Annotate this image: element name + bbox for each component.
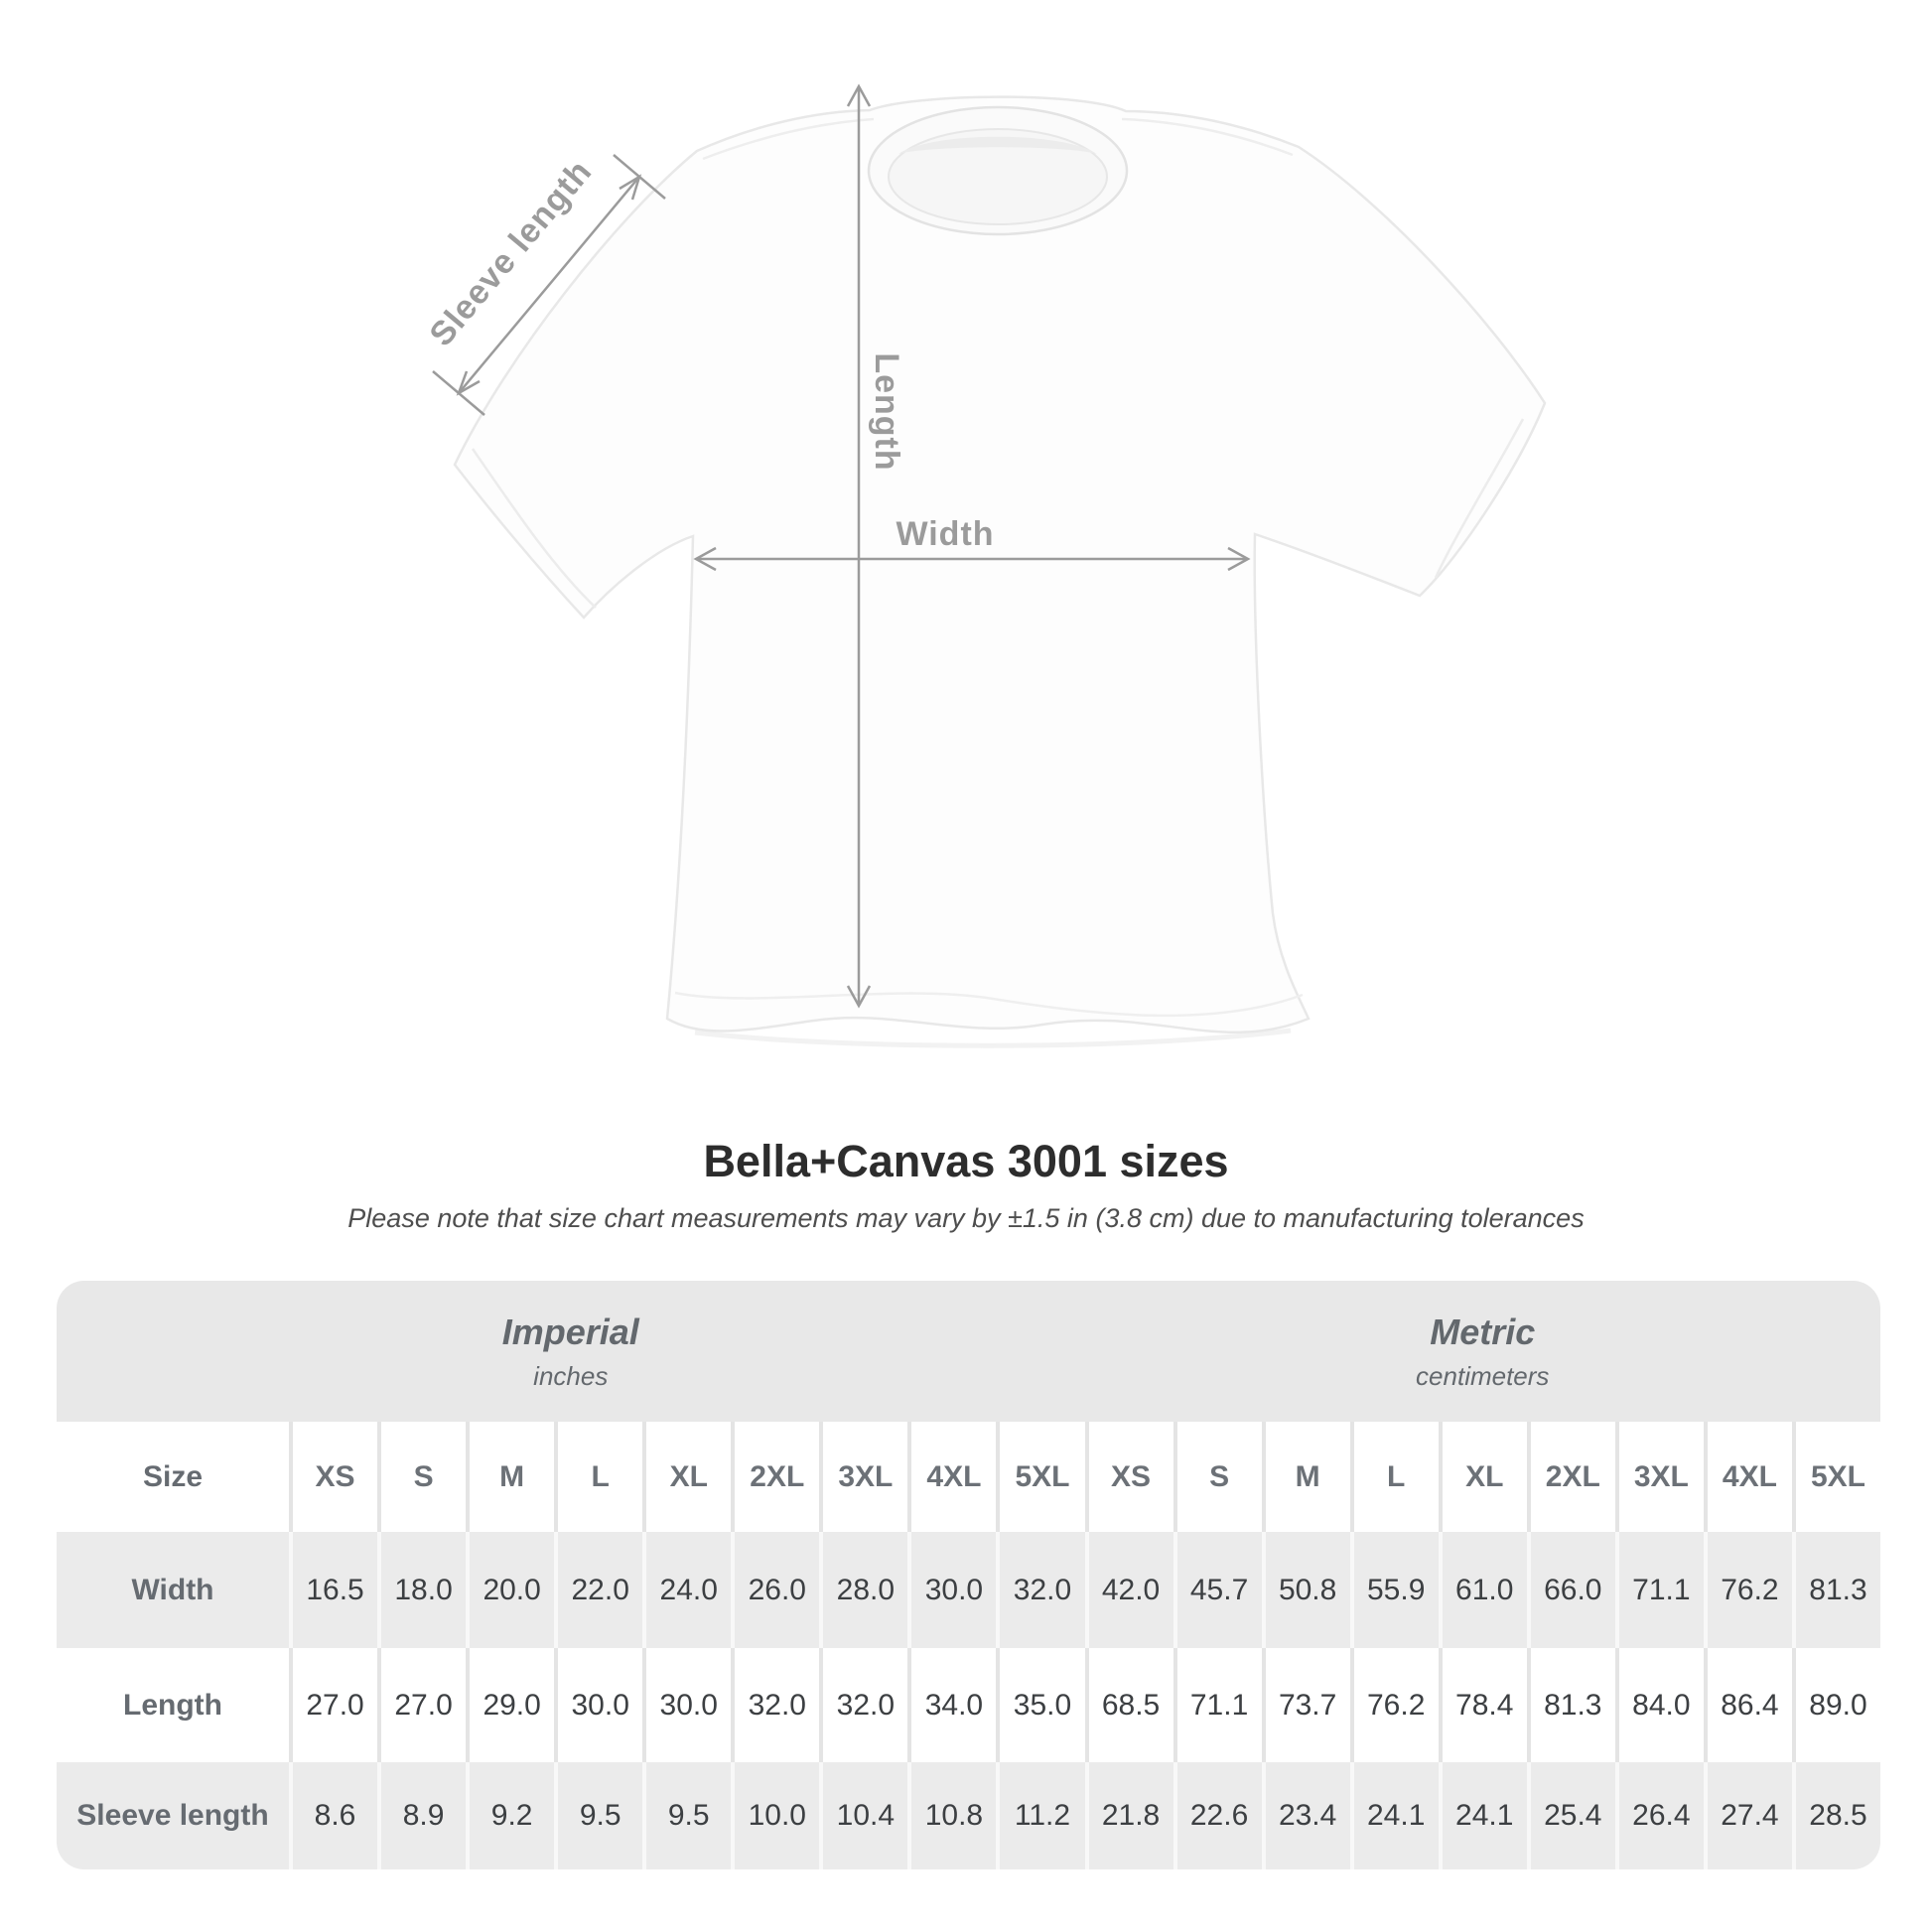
value-cell-length-imperial-7: 34.0 — [907, 1648, 997, 1762]
length-label: Length — [868, 352, 905, 471]
tshirt-diagram-svg: Sleeve length Length Width — [422, 83, 1547, 1048]
length-arrow — [846, 83, 872, 1009]
value-cell-width-imperial-3: 22.0 — [554, 1532, 643, 1648]
value-cell-width-imperial-2: 20.0 — [466, 1532, 555, 1648]
value-cell-sleeve-length-metric-3: 24.1 — [1349, 1762, 1439, 1869]
value-cell-length-metric-2: 73.7 — [1261, 1648, 1350, 1762]
width-arrow — [693, 546, 1251, 572]
row-label-width: Width — [57, 1532, 289, 1648]
size-col-header: 5XL — [1791, 1422, 1880, 1532]
value-cell-length-metric-8: 89.0 — [1791, 1648, 1880, 1762]
tshirt-image — [453, 95, 1547, 1048]
value-cell-length-imperial-3: 30.0 — [554, 1648, 643, 1762]
value-cell-width-metric-6: 71.1 — [1614, 1532, 1704, 1648]
value-cell-sleeve-length-metric-7: 27.4 — [1703, 1762, 1792, 1869]
value-cell-sleeve-length-imperial-8: 11.2 — [996, 1762, 1085, 1869]
value-cell-length-metric-5: 81.3 — [1526, 1648, 1615, 1762]
value-cell-length-imperial-5: 32.0 — [731, 1648, 820, 1762]
value-cell-width-imperial-8: 32.0 — [996, 1532, 1085, 1648]
value-cell-sleeve-length-imperial-7: 10.8 — [907, 1762, 997, 1869]
value-cell-width-imperial-4: 24.0 — [642, 1532, 732, 1648]
row-label-length: Length — [57, 1648, 289, 1762]
value-cell-sleeve-length-metric-1: 22.6 — [1173, 1762, 1262, 1869]
row-label-sleeve-length: Sleeve length — [57, 1762, 289, 1869]
value-cell-width-metric-4: 61.0 — [1438, 1532, 1527, 1648]
dimension-lines — [432, 83, 1251, 1009]
value-cell-length-imperial-1: 27.0 — [377, 1648, 467, 1762]
width-label: Width — [896, 515, 994, 553]
size-col-header: XS — [289, 1422, 378, 1532]
value-cell-sleeve-length-imperial-5: 10.0 — [731, 1762, 820, 1869]
value-cell-sleeve-length-imperial-2: 9.2 — [466, 1762, 555, 1869]
page-subtitle: Please note that size chart measurements… — [347, 1203, 1585, 1233]
size-col-header: L — [1349, 1422, 1439, 1532]
value-cell-width-metric-2: 50.8 — [1261, 1532, 1350, 1648]
size-col-header: 4XL — [1703, 1422, 1792, 1532]
value-cell-sleeve-length-imperial-1: 8.9 — [377, 1762, 467, 1869]
collar-inner — [888, 128, 1108, 225]
value-cell-sleeve-length-metric-2: 23.4 — [1261, 1762, 1350, 1869]
sleeve-length-arrow — [432, 154, 666, 416]
section-imperial: Imperial inches — [57, 1281, 1085, 1422]
value-cell-length-metric-6: 84.0 — [1614, 1648, 1704, 1762]
size-col-header: M — [466, 1422, 555, 1532]
collar-shadow — [898, 136, 1097, 154]
size-col-header: L — [554, 1422, 643, 1532]
value-cell-length-imperial-4: 30.0 — [642, 1648, 732, 1762]
value-cell-length-imperial-6: 32.0 — [819, 1648, 908, 1762]
value-cell-sleeve-length-metric-0: 21.8 — [1084, 1762, 1173, 1869]
section-imperial-label: Imperial — [501, 1311, 639, 1352]
value-cell-sleeve-length-imperial-6: 10.4 — [819, 1762, 908, 1869]
value-cell-sleeve-length-metric-8: 28.5 — [1791, 1762, 1880, 1869]
size-table: Imperial inches Metric centimeters Size X… — [57, 1281, 1880, 1869]
size-col-header: M — [1261, 1422, 1350, 1532]
value-cell-length-metric-0: 68.5 — [1084, 1648, 1173, 1762]
size-col-header: 2XL — [731, 1422, 820, 1532]
value-cell-sleeve-length-metric-4: 24.1 — [1438, 1762, 1527, 1869]
value-cell-width-metric-5: 66.0 — [1526, 1532, 1615, 1648]
value-cell-length-metric-4: 78.4 — [1438, 1648, 1527, 1762]
value-cell-sleeve-length-imperial-0: 8.6 — [289, 1762, 378, 1869]
value-cell-width-imperial-5: 26.0 — [731, 1532, 820, 1648]
value-cell-width-imperial-7: 30.0 — [907, 1532, 997, 1648]
value-cell-length-imperial-8: 35.0 — [996, 1648, 1085, 1762]
value-cell-sleeve-length-metric-5: 25.4 — [1526, 1762, 1615, 1869]
value-cell-length-metric-7: 86.4 — [1703, 1648, 1792, 1762]
value-cell-sleeve-length-imperial-3: 9.5 — [554, 1762, 643, 1869]
size-col-header: XS — [1084, 1422, 1173, 1532]
section-metric-unit: centimeters — [1416, 1360, 1550, 1391]
section-metric-label: Metric — [1430, 1311, 1536, 1352]
value-cell-width-metric-1: 45.7 — [1173, 1532, 1262, 1648]
size-col-header: XL — [642, 1422, 732, 1532]
size-col-header: 5XL — [996, 1422, 1085, 1532]
row-header-size: Size — [57, 1422, 289, 1532]
size-col-header: XL — [1438, 1422, 1527, 1532]
size-col-header: 3XL — [819, 1422, 908, 1532]
section-metric: Metric centimeters — [1084, 1281, 1880, 1422]
page-title: Bella+Canvas 3001 sizes — [703, 1136, 1229, 1186]
value-cell-width-metric-8: 81.3 — [1791, 1532, 1880, 1648]
size-col-header: 4XL — [907, 1422, 997, 1532]
value-cell-width-imperial-6: 28.0 — [819, 1532, 908, 1648]
value-cell-sleeve-length-imperial-4: 9.5 — [642, 1762, 732, 1869]
value-cell-width-imperial-1: 18.0 — [377, 1532, 467, 1648]
value-cell-width-metric-7: 76.2 — [1703, 1532, 1792, 1648]
value-cell-width-imperial-0: 16.5 — [289, 1532, 378, 1648]
tshirt-measurement-diagram: Sleeve length Length Width — [422, 83, 1547, 1048]
value-cell-length-imperial-0: 27.0 — [289, 1648, 378, 1762]
size-col-header: S — [377, 1422, 467, 1532]
size-col-header: 2XL — [1526, 1422, 1615, 1532]
value-cell-width-metric-0: 42.0 — [1084, 1532, 1173, 1648]
value-cell-sleeve-length-metric-6: 26.4 — [1614, 1762, 1704, 1869]
value-cell-width-metric-3: 55.9 — [1349, 1532, 1439, 1648]
value-cell-length-metric-3: 76.2 — [1349, 1648, 1439, 1762]
value-cell-length-imperial-2: 29.0 — [466, 1648, 555, 1762]
size-col-header: S — [1173, 1422, 1262, 1532]
size-col-header: 3XL — [1614, 1422, 1704, 1532]
value-cell-length-metric-1: 71.1 — [1173, 1648, 1262, 1762]
section-imperial-unit: inches — [533, 1360, 609, 1391]
